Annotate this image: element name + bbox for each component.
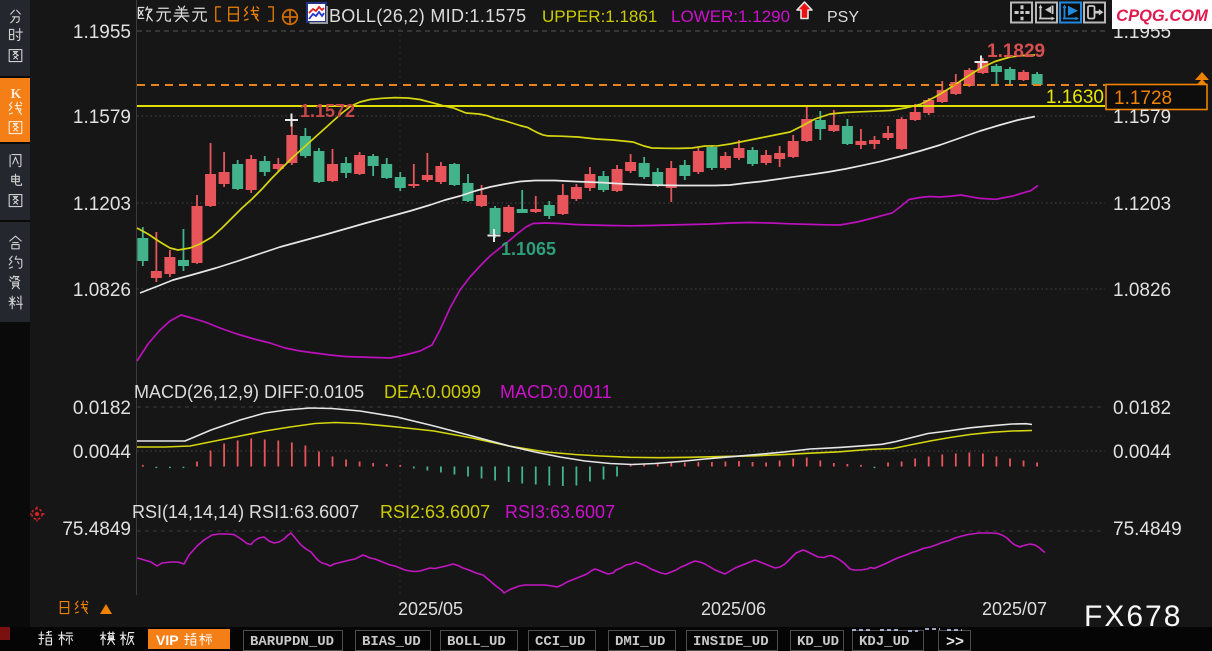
svg-text:KDJ_UD: KDJ_UD <box>859 634 909 650</box>
svg-text:1.1579: 1.1579 <box>73 107 131 128</box>
svg-text:1.1728: 1.1728 <box>1114 88 1172 109</box>
svg-text:RSI(14,14,14) RSI1:63.6007: RSI(14,14,14) RSI1:63.6007 <box>132 502 359 522</box>
svg-text:BIAS_UD: BIAS_UD <box>362 634 421 650</box>
svg-text:PSY: PSY <box>827 9 859 26</box>
svg-text:0.0044: 0.0044 <box>73 442 132 463</box>
svg-text:CPQG.COM: CPQG.COM <box>1116 7 1209 25</box>
svg-text:DMI_UD: DMI_UD <box>615 634 665 650</box>
svg-text:VIP: VIP <box>156 632 179 648</box>
svg-text:1.0826: 1.0826 <box>1113 280 1171 301</box>
svg-text:1.1579: 1.1579 <box>1113 107 1171 128</box>
svg-text:2025/07: 2025/07 <box>982 599 1047 619</box>
svg-text:MACD(26,12,9) DIFF:0.0105: MACD(26,12,9) DIFF:0.0105 <box>134 382 364 402</box>
svg-text:KD_UD: KD_UD <box>797 634 839 650</box>
svg-text:1.0826: 1.0826 <box>73 280 131 301</box>
svg-text:1.1630: 1.1630 <box>1046 87 1104 108</box>
svg-text:1.1065: 1.1065 <box>501 239 556 259</box>
svg-text:CCI_UD: CCI_UD <box>535 634 585 650</box>
svg-text:0.0044: 0.0044 <box>1113 442 1172 463</box>
svg-text:RSI2:63.6007: RSI2:63.6007 <box>380 502 490 522</box>
svg-text:INSIDE_UD: INSIDE_UD <box>693 634 769 650</box>
svg-text:0.0182: 0.0182 <box>1113 398 1171 419</box>
svg-text:K: K <box>11 87 22 102</box>
svg-text:75.4849: 75.4849 <box>1113 519 1182 540</box>
svg-text:DEA:0.0099: DEA:0.0099 <box>384 382 481 402</box>
svg-text:2025/05: 2025/05 <box>398 599 463 619</box>
svg-text:RSI3:63.6007: RSI3:63.6007 <box>505 502 615 522</box>
svg-text:>>: >> <box>946 634 964 651</box>
svg-text:MACD:0.0011: MACD:0.0011 <box>500 382 612 402</box>
svg-text:1.1203: 1.1203 <box>73 194 131 215</box>
svg-text:1.1203: 1.1203 <box>1113 194 1171 215</box>
svg-text:BOLL_UD: BOLL_UD <box>447 634 506 650</box>
svg-text:75.4849: 75.4849 <box>62 519 131 540</box>
svg-text:0.0182: 0.0182 <box>73 398 131 419</box>
svg-text:1.1955: 1.1955 <box>73 22 131 43</box>
svg-text:BARUPDN_UD: BARUPDN_UD <box>250 634 334 650</box>
svg-text:2025/06: 2025/06 <box>701 599 766 619</box>
svg-text:1.1829: 1.1829 <box>987 41 1045 62</box>
svg-text:BOLL(26,2) MID:1.1575: BOLL(26,2) MID:1.1575 <box>329 6 526 26</box>
svg-text:UPPER:1.1861: UPPER:1.1861 <box>542 7 657 26</box>
svg-text:1.1572: 1.1572 <box>300 101 355 121</box>
svg-text:LOWER:1.1290: LOWER:1.1290 <box>671 7 790 26</box>
